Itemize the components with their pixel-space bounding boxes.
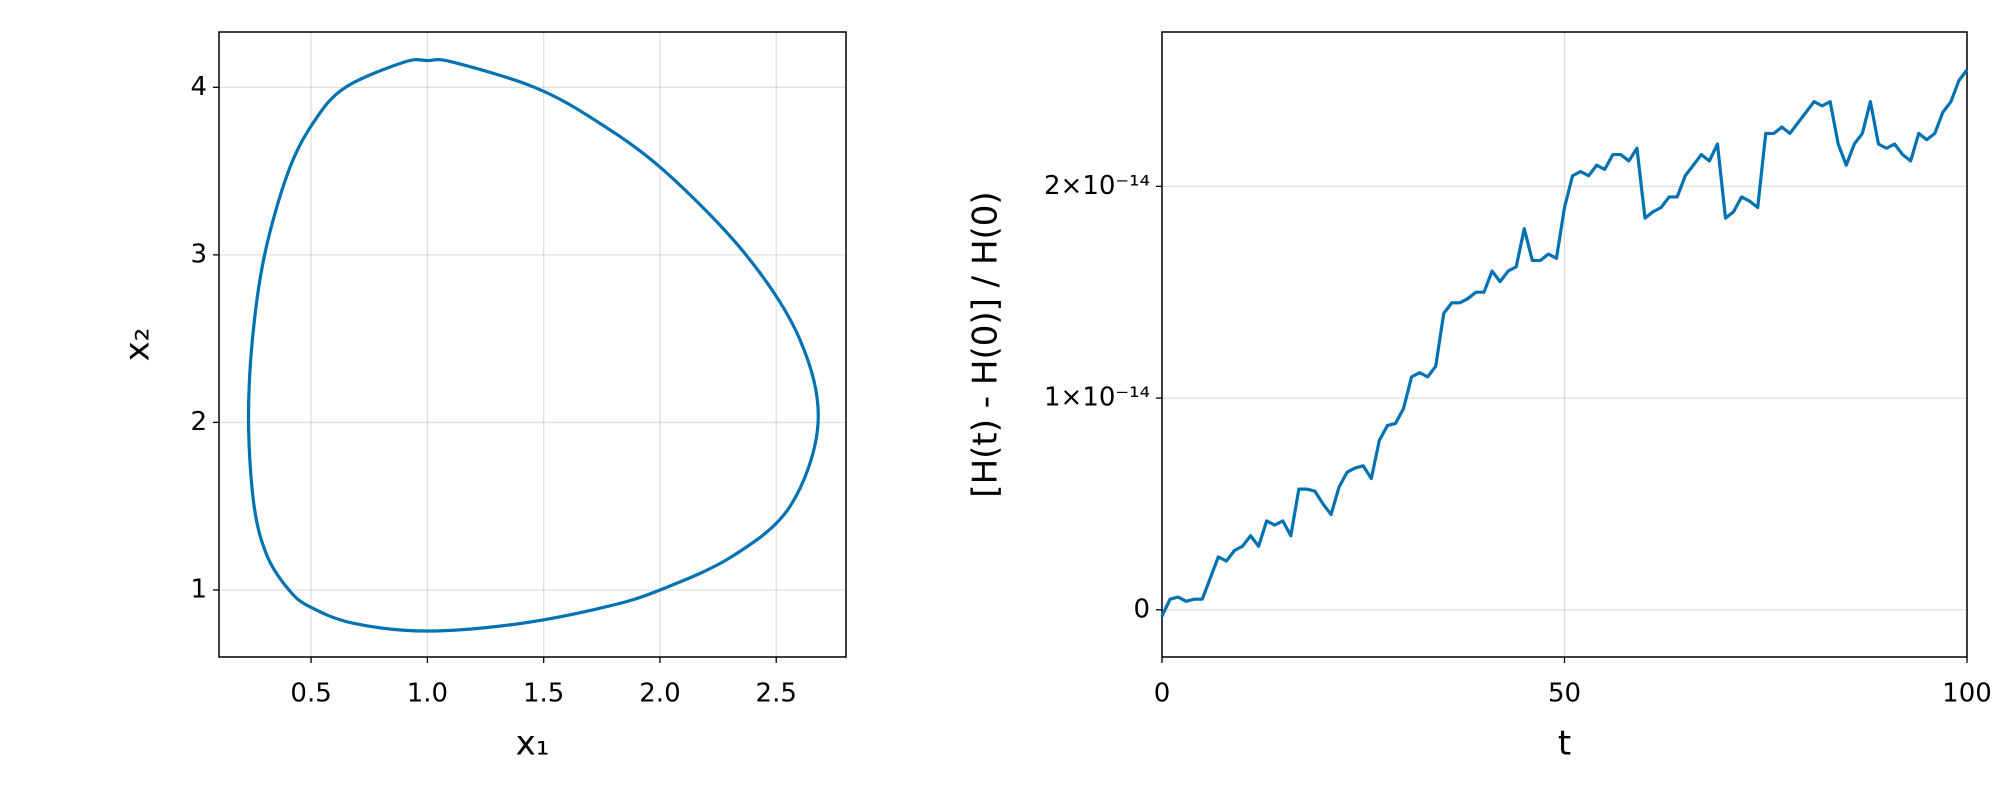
plot-frame bbox=[1161, 31, 1968, 658]
y-axis-label: [H(t) - H(0)] / H(0) bbox=[966, 191, 1006, 497]
x-tick-label: 100 bbox=[1942, 679, 1992, 709]
x-tick-label: 0 bbox=[1154, 679, 1171, 709]
y-tick-label: 3 bbox=[190, 239, 207, 269]
energy-error-line bbox=[1160, 68, 1969, 617]
orbit-curve bbox=[246, 58, 820, 633]
x-tick-label: 1.0 bbox=[407, 679, 448, 709]
y-tick-label: 1×10⁻¹⁴ bbox=[1044, 383, 1150, 413]
y-tick-label: 0 bbox=[1133, 594, 1150, 624]
plot-frame bbox=[218, 31, 847, 658]
y-tick-label: 1 bbox=[190, 574, 207, 604]
x-axis-label: t bbox=[1558, 724, 1571, 764]
x-tick-label: 2.5 bbox=[756, 679, 797, 709]
y-tick-label: 4 bbox=[190, 72, 207, 102]
y-axis-label: x₂ bbox=[118, 328, 158, 362]
y-tick-label: 2 bbox=[190, 407, 207, 437]
x-axis-label: x₁ bbox=[516, 724, 550, 764]
x-tick-label: 2.0 bbox=[639, 679, 680, 709]
x-tick-label: 50 bbox=[1548, 679, 1581, 709]
x-tick-label: 1.5 bbox=[523, 679, 564, 709]
x-tick-label: 0.5 bbox=[290, 679, 331, 709]
y-tick-label: 2×10⁻¹⁴ bbox=[1044, 171, 1150, 201]
